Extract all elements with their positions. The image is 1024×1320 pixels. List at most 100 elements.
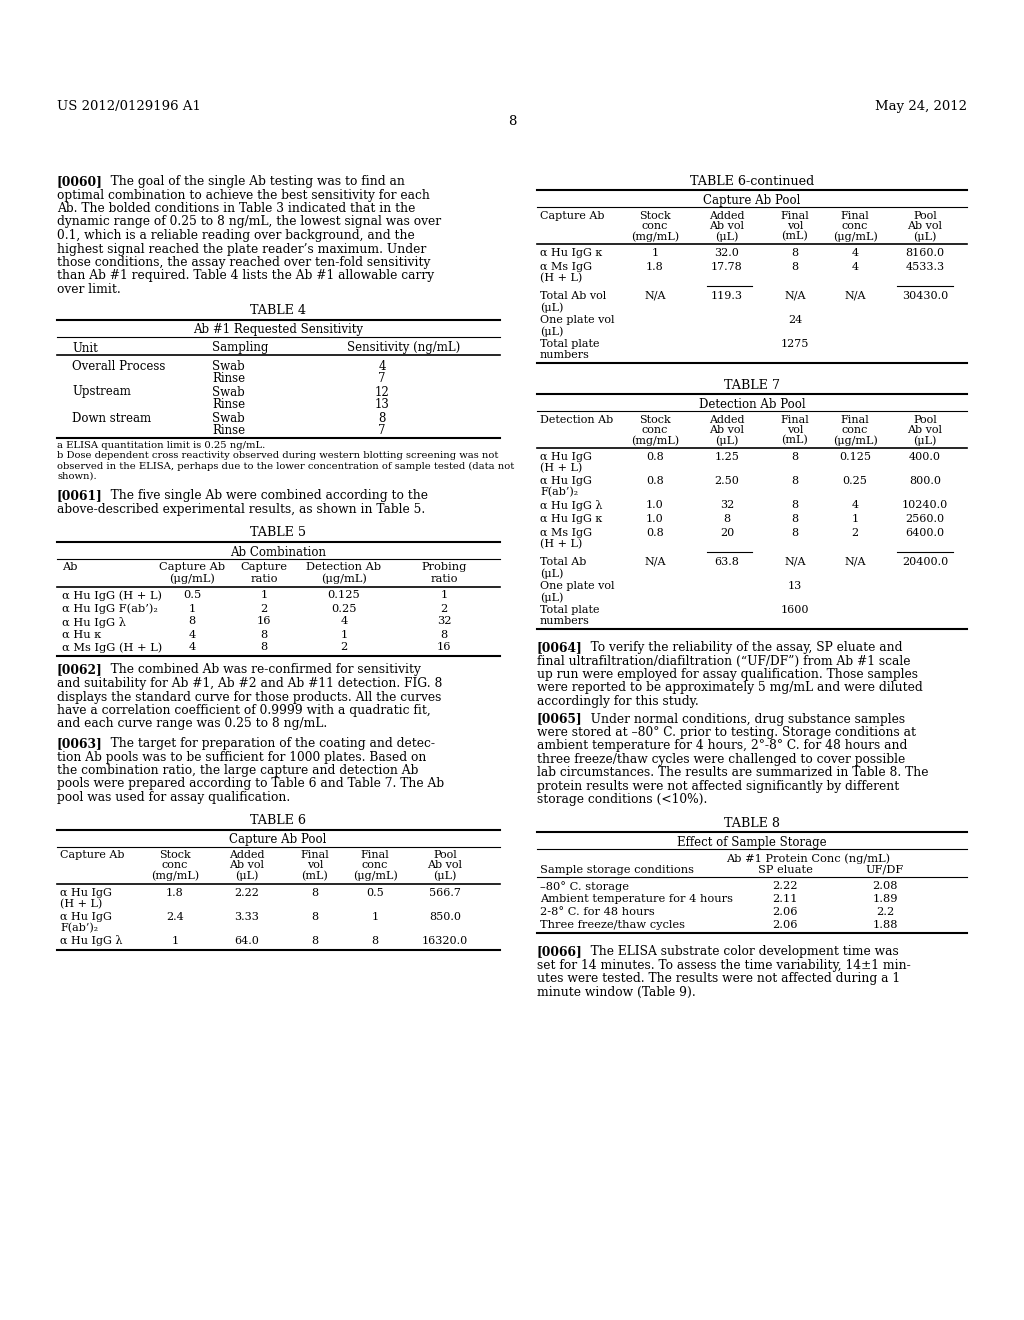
Text: Upstream: Upstream — [72, 385, 131, 399]
Text: (μL): (μL) — [540, 302, 563, 313]
Text: above-described experimental results, as shown in Table 5.: above-described experimental results, as… — [57, 503, 425, 516]
Text: a ELISA quantitation limit is 0.25 ng/mL.: a ELISA quantitation limit is 0.25 ng/mL… — [57, 441, 265, 450]
Text: 8: 8 — [792, 477, 799, 486]
Text: 0.25: 0.25 — [331, 603, 356, 614]
Text: (H + L): (H + L) — [540, 539, 583, 549]
Text: 8: 8 — [440, 630, 447, 639]
Text: 2.50: 2.50 — [715, 477, 739, 486]
Text: Pool: Pool — [913, 211, 937, 220]
Text: numbers: numbers — [540, 350, 590, 360]
Text: α Hu IgG κ: α Hu IgG κ — [540, 513, 602, 524]
Text: 8: 8 — [311, 912, 318, 921]
Text: Total Ab: Total Ab — [540, 557, 587, 568]
Text: Pool: Pool — [913, 414, 937, 425]
Text: 8: 8 — [508, 115, 516, 128]
Text: 20: 20 — [720, 528, 734, 539]
Text: α Ms IgG (H + L): α Ms IgG (H + L) — [62, 643, 162, 653]
Text: –80° C. storage: –80° C. storage — [540, 880, 629, 892]
Text: 8: 8 — [792, 500, 799, 510]
Text: final ultrafiltration/diafiltration (“UF/DF”) from Ab #1 scale: final ultrafiltration/diafiltration (“UF… — [537, 655, 910, 668]
Text: α Hu IgG λ: α Hu IgG λ — [60, 936, 123, 946]
Text: [0062]: [0062] — [57, 664, 102, 676]
Text: (μL): (μL) — [433, 870, 457, 880]
Text: 3.33: 3.33 — [234, 912, 259, 921]
Text: 4: 4 — [851, 248, 858, 257]
Text: N/A: N/A — [644, 290, 666, 301]
Text: 119.3: 119.3 — [711, 290, 743, 301]
Text: pools were prepared according to Table 6 and Table 7. The Ab: pools were prepared according to Table 6… — [57, 777, 444, 791]
Text: tion Ab pools was to be sufficient for 1000 plates. Based on: tion Ab pools was to be sufficient for 1… — [57, 751, 426, 763]
Text: [0065]: [0065] — [537, 713, 583, 726]
Text: α Ms IgG: α Ms IgG — [540, 528, 592, 539]
Text: 1.8: 1.8 — [166, 887, 184, 898]
Text: 4533.3: 4533.3 — [905, 261, 944, 272]
Text: 8160.0: 8160.0 — [905, 248, 944, 257]
Text: Rinse: Rinse — [212, 399, 245, 412]
Text: 400.0: 400.0 — [909, 451, 941, 462]
Text: vol: vol — [307, 861, 324, 870]
Text: 13: 13 — [375, 399, 389, 412]
Text: 13: 13 — [787, 581, 802, 591]
Text: 8: 8 — [792, 248, 799, 257]
Text: Final: Final — [841, 414, 869, 425]
Text: Capture Ab: Capture Ab — [540, 211, 604, 220]
Text: 32: 32 — [720, 500, 734, 510]
Text: conc: conc — [842, 220, 868, 231]
Text: (μL): (μL) — [540, 591, 563, 602]
Text: 24: 24 — [787, 315, 802, 325]
Text: conc: conc — [642, 220, 669, 231]
Text: 2.06: 2.06 — [772, 907, 798, 917]
Text: Rinse: Rinse — [212, 425, 245, 437]
Text: Swab: Swab — [212, 385, 245, 399]
Text: Added: Added — [710, 414, 744, 425]
Text: 16: 16 — [257, 616, 271, 627]
Text: over limit.: over limit. — [57, 282, 121, 296]
Text: Final: Final — [841, 211, 869, 220]
Text: Swab: Swab — [212, 359, 245, 372]
Text: Capture Ab: Capture Ab — [60, 850, 125, 861]
Text: were reported to be approximately 5 mg/mL and were diluted: were reported to be approximately 5 mg/m… — [537, 681, 923, 694]
Text: TABLE 6: TABLE 6 — [250, 814, 306, 828]
Text: 8: 8 — [188, 616, 196, 627]
Text: (H + L): (H + L) — [540, 463, 583, 474]
Text: Under normal conditions, drug substance samples: Under normal conditions, drug substance … — [579, 713, 905, 726]
Text: Detection Ab: Detection Ab — [540, 414, 613, 425]
Text: N/A: N/A — [844, 290, 865, 301]
Text: Ab: Ab — [62, 562, 78, 573]
Text: those conditions, the assay reached over ten-fold sensitivity: those conditions, the assay reached over… — [57, 256, 430, 269]
Text: numbers: numbers — [540, 616, 590, 626]
Text: Capture Ab: Capture Ab — [159, 562, 225, 573]
Text: The five single Ab were combined according to the: The five single Ab were combined accordi… — [99, 490, 428, 503]
Text: 0.8: 0.8 — [646, 451, 664, 462]
Text: One plate vol: One plate vol — [540, 315, 614, 325]
Text: (H + L): (H + L) — [60, 899, 102, 908]
Text: Ab vol: Ab vol — [710, 220, 744, 231]
Text: α Ms IgG: α Ms IgG — [540, 261, 592, 272]
Text: Final: Final — [301, 850, 330, 861]
Text: 8: 8 — [372, 936, 379, 945]
Text: the combination ratio, the large capture and detection Ab: the combination ratio, the large capture… — [57, 764, 419, 777]
Text: ratio: ratio — [250, 573, 278, 583]
Text: 8: 8 — [260, 630, 267, 639]
Text: minute window (Table 9).: minute window (Table 9). — [537, 986, 695, 998]
Text: SP eluate: SP eluate — [758, 865, 812, 875]
Text: than Ab #1 required. Table 4 lists the Ab #1 allowable carry: than Ab #1 required. Table 4 lists the A… — [57, 269, 434, 282]
Text: 8: 8 — [792, 513, 799, 524]
Text: 1.88: 1.88 — [872, 920, 898, 931]
Text: [0061]: [0061] — [57, 490, 102, 503]
Text: 1.25: 1.25 — [715, 451, 739, 462]
Text: 8: 8 — [311, 887, 318, 898]
Text: TABLE 7: TABLE 7 — [724, 379, 780, 392]
Text: three freeze/thaw cycles were challenged to cover possible: three freeze/thaw cycles were challenged… — [537, 752, 905, 766]
Text: set for 14 minutes. To assess the time variability, 14±1 min-: set for 14 minutes. To assess the time v… — [537, 958, 910, 972]
Text: (μL): (μL) — [540, 326, 563, 337]
Text: 8: 8 — [792, 528, 799, 539]
Text: Ab vol: Ab vol — [229, 861, 264, 870]
Text: 32: 32 — [437, 616, 452, 627]
Text: ratio: ratio — [430, 573, 458, 583]
Text: 2560.0: 2560.0 — [905, 513, 944, 524]
Text: 2: 2 — [260, 603, 267, 614]
Text: 1.0: 1.0 — [646, 513, 664, 524]
Text: displays the standard curve for those products. All the curves: displays the standard curve for those pr… — [57, 690, 441, 704]
Text: and each curve range was 0.25 to 8 ng/mL.: and each curve range was 0.25 to 8 ng/mL… — [57, 718, 328, 730]
